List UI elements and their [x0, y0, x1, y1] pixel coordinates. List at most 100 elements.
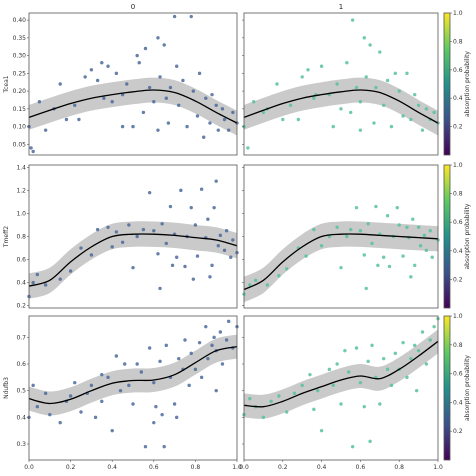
data-point: [416, 103, 421, 108]
data-point: [35, 272, 40, 277]
data-point: [393, 71, 398, 76]
y-tick-label: 0.20: [13, 88, 27, 95]
data-point: [210, 343, 214, 348]
data-point: [135, 362, 139, 366]
colorbar-frame: [443, 164, 451, 309]
data-point: [319, 64, 324, 68]
data-point: [164, 343, 168, 348]
data-point: [284, 410, 289, 414]
data-point: [110, 245, 114, 249]
y-tick-label: 0.3: [16, 441, 26, 448]
data-point: [335, 82, 339, 86]
colorbar-gradient: [444, 13, 450, 155]
data-point: [193, 367, 198, 372]
data-point: [156, 252, 160, 256]
data-point: [335, 225, 339, 229]
data-point: [193, 223, 198, 227]
column-title-0: 0: [131, 3, 135, 11]
data-point: [331, 383, 335, 388]
data-point: [428, 338, 432, 342]
y-axis-label-ndufb3: Ndufb3: [3, 377, 10, 399]
data-point: [231, 238, 235, 242]
data-point: [43, 283, 48, 287]
x-tick-label: 0.8: [191, 464, 201, 471]
x-tick-label: 1.0: [433, 464, 443, 471]
data-point: [222, 248, 227, 253]
data-point: [147, 346, 152, 350]
y-tick-label: 0.10: [13, 124, 27, 131]
y-tick-label: 0.4: [16, 414, 26, 421]
data-point: [31, 280, 35, 285]
data-point: [158, 286, 162, 291]
confidence-band: [244, 77, 438, 136]
data-point: [366, 359, 370, 364]
data-point: [68, 394, 73, 398]
data-point: [343, 348, 347, 353]
data-point: [224, 229, 229, 233]
data-point: [183, 338, 187, 342]
confidence-band: [244, 221, 438, 303]
data-point: [141, 110, 146, 115]
data-point: [350, 444, 355, 449]
data-point: [354, 205, 359, 210]
data-point: [162, 444, 166, 449]
data-point: [172, 14, 177, 19]
data-point: [195, 114, 200, 118]
data-point: [204, 96, 208, 100]
data-point: [106, 225, 110, 229]
data-point: [43, 391, 48, 396]
data-point: [432, 110, 436, 115]
data-point: [288, 103, 293, 108]
data-point: [300, 383, 304, 388]
data-point: [202, 135, 206, 139]
data-point: [389, 124, 394, 129]
data-point: [316, 388, 320, 393]
data-point: [120, 240, 125, 244]
data-point: [220, 107, 225, 111]
data-point: [253, 278, 258, 283]
data-point: [378, 402, 382, 406]
data-point: [197, 71, 202, 76]
data-point: [100, 61, 104, 65]
data-point: [246, 146, 250, 150]
panel-tmeff2-1: [242, 164, 440, 309]
data-point: [414, 388, 419, 393]
data-point: [345, 61, 349, 65]
data-point: [319, 428, 324, 433]
x-tick-label: 0.2: [278, 464, 288, 471]
panel-ndufb3-1: 0.0 0.2 0.4 0.6 0.8 1.0: [239, 315, 443, 471]
data-point: [93, 415, 98, 420]
column-title-1: 1: [339, 3, 343, 11]
data-point: [358, 229, 363, 233]
data-point: [216, 244, 220, 248]
confidence-band: [29, 221, 237, 299]
data-point: [179, 188, 183, 193]
data-point: [374, 204, 378, 209]
data-point: [206, 356, 210, 361]
data-point: [339, 265, 343, 270]
data-point: [118, 388, 123, 393]
y-tick-label: 0.35: [13, 35, 27, 42]
data-point: [152, 100, 156, 104]
data-point: [135, 53, 139, 58]
data-point: [120, 124, 125, 129]
data-point: [362, 36, 366, 40]
colorbar-tick-label: 0.6: [453, 67, 463, 74]
data-point: [401, 114, 405, 118]
data-point: [95, 227, 100, 232]
data-point: [177, 356, 181, 361]
colorbar-tick-label: 0.2: [453, 124, 463, 131]
data-point: [292, 391, 297, 396]
data-point: [420, 128, 425, 132]
data-point: [214, 103, 218, 108]
panel-tmeff2-0: 0.2 0.4 0.6 0.8 1.0 1.2 1.4 Tmeff2: [3, 164, 239, 310]
data-point: [296, 117, 301, 122]
data-point: [206, 217, 210, 221]
plot-frame: [243, 12, 439, 156]
plot-frame: [243, 315, 439, 461]
y-tick-label: 0.4: [16, 280, 26, 287]
colorbar-frame: [443, 315, 451, 461]
x-tick-label: 0.0: [239, 464, 249, 471]
data-point: [199, 375, 204, 380]
